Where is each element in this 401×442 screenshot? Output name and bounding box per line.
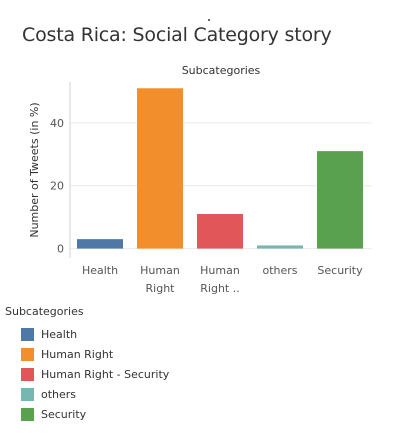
bar-security [317, 151, 363, 249]
y-axis-title: Number of Tweets (in %) [28, 102, 41, 237]
legend-swatch [21, 407, 34, 421]
y-tick-label: 20 [50, 180, 64, 193]
y-tick-label: 40 [50, 117, 64, 130]
chart-header: Subcategories [182, 64, 261, 77]
legend-item[interactable]: Security [5, 404, 169, 424]
legend-item[interactable]: others [5, 384, 169, 404]
x-tick-label: Security [317, 264, 363, 277]
legend-swatch [21, 367, 34, 381]
y-tick-label: 0 [57, 243, 64, 256]
x-tick-label: Right [146, 282, 176, 295]
bar-others [257, 245, 303, 249]
legend-item[interactable]: Human Right [5, 344, 169, 364]
legend-label: others [41, 387, 77, 401]
bar-human-right [137, 88, 183, 249]
x-tick-label: Human [140, 264, 180, 277]
legend-swatch [21, 387, 34, 401]
legend-title: Subcategories [5, 305, 84, 318]
x-tick-label: Human [200, 264, 240, 277]
legend-swatch [21, 327, 34, 341]
legend-item[interactable]: Human Right - Security [5, 364, 169, 384]
legend-swatch [21, 347, 34, 361]
legend-item[interactable]: Health [5, 324, 169, 344]
bar-chart: Subcategories 0 20 40 Number of Tweets (in %… [28, 64, 372, 295]
legend-label: Health [41, 327, 78, 341]
x-tick-label: Health [82, 264, 118, 277]
legend-label: Human Right [41, 347, 114, 361]
chart-title: Costa Rica: Social Category story [22, 24, 332, 46]
x-tick-label: others [262, 264, 297, 277]
legend-label: Human Right - Security [41, 367, 170, 381]
legend: Subcategories Health Human Right Human Rig… [5, 305, 169, 424]
bar-health [77, 239, 123, 249]
legend-label: Security [41, 407, 87, 421]
x-tick-label: Right .. [200, 282, 239, 295]
title-mark [208, 19, 210, 21]
bar-human-right- [197, 214, 243, 249]
